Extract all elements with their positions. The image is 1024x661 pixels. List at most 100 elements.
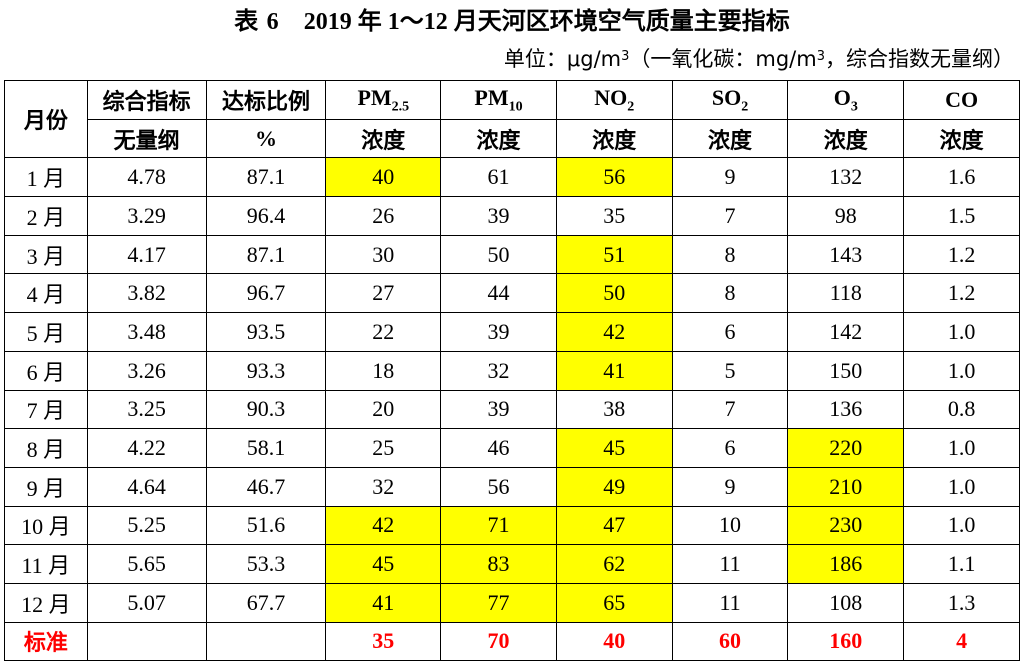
cell-pm10: 50	[440, 234, 557, 275]
cell-pm25: 45	[325, 544, 442, 584]
cell-index: 5.65	[86, 544, 207, 584]
cell-pm10: 44	[440, 273, 557, 314]
cell-month: 8 月	[4, 428, 88, 468]
cell-so2: 11	[671, 582, 789, 623]
table-row: 10 月 5.25 51.6 42 71 47 10 230 1.0	[4, 505, 1020, 546]
header-pm25-base: PM	[357, 84, 392, 110]
cell-pm10: 39	[440, 196, 557, 236]
cell-pm25: 20	[325, 389, 442, 430]
cell-no2: 47	[555, 505, 673, 546]
title-text: 2019 年 1～12 月天河区环境空气质量主要指标	[303, 9, 790, 35]
cell-pm10: 39	[440, 389, 557, 430]
cell-month: 1 月	[4, 157, 88, 198]
cell-ratio: 93.3	[205, 350, 327, 391]
header-co: CO	[903, 80, 1020, 120]
cell-month: 2 月	[4, 196, 88, 236]
table-row: 4 月 3.82 96.7 27 44 50 8 118 1.2	[4, 273, 1020, 314]
cell-pm10: 39	[440, 312, 557, 352]
cell-o3: 132	[787, 157, 905, 198]
header-o3-base: O	[833, 84, 851, 110]
cell-so2: 6	[671, 312, 789, 352]
standard-pm10: 70	[440, 621, 557, 661]
header-conc-pm25: 浓度	[325, 118, 442, 159]
table-row: 5 月 3.48 93.5 22 39 42 6 142 1.0	[4, 312, 1020, 352]
air-quality-table: 月份 综合指标 达标比例 PM2.5 PM10 NO2 SO2 O3 CO 无量…	[4, 79, 1020, 661]
cell-index: 3.26	[86, 350, 207, 391]
unit-text-a: 单位：μg/m	[503, 47, 622, 71]
cell-so2: 8	[671, 234, 789, 275]
standard-label: 标准	[4, 621, 88, 661]
cell-pm10: 77	[440, 582, 557, 623]
cell-no2: 65	[555, 582, 673, 623]
title-prefix: 表	[234, 7, 259, 35]
cell-pm25: 32	[325, 466, 442, 507]
cell-so2: 6	[671, 428, 789, 468]
cell-ratio: 90.3	[205, 389, 327, 430]
cell-pm10: 83	[440, 544, 557, 584]
cell-month: 4 月	[4, 273, 88, 314]
cell-ratio: 93.5	[205, 312, 327, 352]
cell-pm25: 42	[325, 505, 442, 546]
cell-pm25: 18	[325, 350, 442, 391]
cell-index: 4.22	[86, 428, 207, 468]
header-month: 月份	[4, 79, 88, 159]
standard-index	[86, 621, 207, 661]
header-row-2: 无量纲 % 浓度 浓度 浓度 浓度 浓度 浓度	[5, 118, 1020, 159]
cell-so2: 7	[671, 389, 789, 430]
cell-co: 1.6	[903, 157, 1020, 198]
cell-pm10: 46	[440, 428, 557, 468]
cell-o3: 186	[787, 544, 905, 584]
cell-co: 1.0	[903, 312, 1020, 352]
cell-no2: 35	[555, 196, 673, 236]
cell-pm10: 56	[440, 466, 557, 507]
cell-co: 0.8	[903, 389, 1020, 430]
cell-so2: 8	[671, 273, 789, 314]
cell-pm10: 32	[440, 350, 557, 391]
cell-index: 3.25	[86, 389, 207, 430]
header-index-unit: 无量纲	[86, 118, 207, 159]
table-row: 12 月 5.07 67.7 41 77 65 11 108 1.3	[4, 582, 1020, 623]
cell-month: 9 月	[4, 466, 88, 507]
standard-row: 标准 35 70 40 60 160 4	[4, 621, 1020, 661]
header-pm25-sub: 2.5	[391, 99, 410, 115]
cell-co: 1.0	[903, 466, 1020, 507]
cell-pm25: 30	[325, 234, 442, 275]
table-row: 2 月 3.29 96.4 26 39 35 7 98 1.5	[4, 196, 1020, 236]
cell-month: 6 月	[4, 350, 88, 391]
header-conc-so2: 浓度	[671, 118, 789, 159]
cell-index: 5.07	[86, 582, 207, 623]
header-no2-sub: 2	[627, 99, 635, 115]
cell-o3: 142	[787, 312, 905, 352]
cell-month: 7 月	[4, 389, 88, 430]
header-ratio-unit: %	[205, 118, 327, 159]
cell-month: 12 月	[4, 582, 88, 623]
table-row: 6 月 3.26 93.3 18 32 41 5 150 1.0	[4, 350, 1020, 391]
cell-co: 1.5	[903, 196, 1020, 236]
cell-no2: 62	[555, 544, 673, 584]
table-row: 1 月 4.78 87.1 40 61 56 9 132 1.6	[4, 157, 1020, 198]
table-row: 8 月 4.22 58.1 25 46 45 6 220 1.0	[4, 428, 1020, 468]
cell-ratio: 46.7	[205, 466, 327, 507]
header-ratio: 达标比例	[205, 80, 327, 120]
cell-ratio: 87.1	[205, 157, 327, 198]
cell-index: 3.82	[86, 273, 207, 314]
cell-month: 10 月	[4, 505, 88, 546]
cell-o3: 118	[787, 273, 905, 314]
header-o3: O3	[787, 80, 905, 120]
header-so2-sub: 2	[741, 99, 749, 115]
cell-no2: 50	[555, 273, 673, 314]
standard-so2: 60	[671, 621, 789, 661]
cell-no2: 49	[555, 466, 673, 507]
standard-ratio	[205, 621, 327, 661]
cell-no2: 45	[555, 428, 673, 468]
cell-pm25: 27	[325, 273, 442, 314]
unit-exp-b: 3	[816, 49, 825, 64]
unit-text-c: ，综合指数无量纲）	[825, 47, 1014, 71]
cell-o3: 210	[787, 466, 905, 507]
cell-ratio: 51.6	[205, 505, 327, 546]
cell-so2: 5	[671, 350, 789, 391]
header-conc-pm10: 浓度	[440, 118, 557, 159]
cell-ratio: 67.7	[205, 582, 327, 623]
cell-no2: 38	[555, 389, 673, 430]
table-row: 7 月 3.25 90.3 20 39 38 7 136 0.8	[4, 389, 1020, 430]
